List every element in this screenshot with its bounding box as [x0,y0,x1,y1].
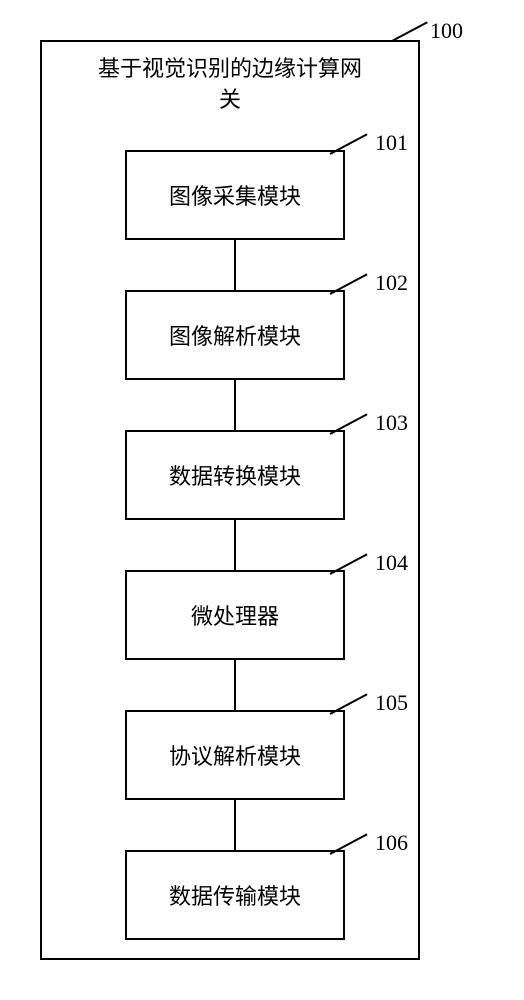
module-reference-number-3: 103 [375,410,408,436]
module-box-5: 协议解析模块 [125,710,345,800]
connector-line-5 [234,800,236,850]
module-reference-number-2: 102 [375,270,408,296]
module-box-6: 数据传输模块 [125,850,345,940]
connector-line-2 [234,380,236,430]
module-reference-number-5: 105 [375,690,408,716]
title-line-1: 基于视觉识别的边缘计算网 [98,56,362,81]
module-reference-number-4: 104 [375,550,408,576]
connector-line-4 [234,660,236,710]
module-box-4: 微处理器 [125,570,345,660]
module-reference-number-6: 106 [375,830,408,856]
connector-line-1 [234,240,236,290]
title-line-2: 关 [219,87,241,112]
main-leader-line [392,21,428,42]
main-reference-number: 100 [430,18,463,44]
module-box-3: 数据转换模块 [125,430,345,520]
module-box-2: 图像解析模块 [125,290,345,380]
diagram-title: 基于视觉识别的边缘计算网 关 [42,42,418,116]
connector-line-3 [234,520,236,570]
module-box-1: 图像采集模块 [125,150,345,240]
module-reference-number-1: 101 [375,130,408,156]
